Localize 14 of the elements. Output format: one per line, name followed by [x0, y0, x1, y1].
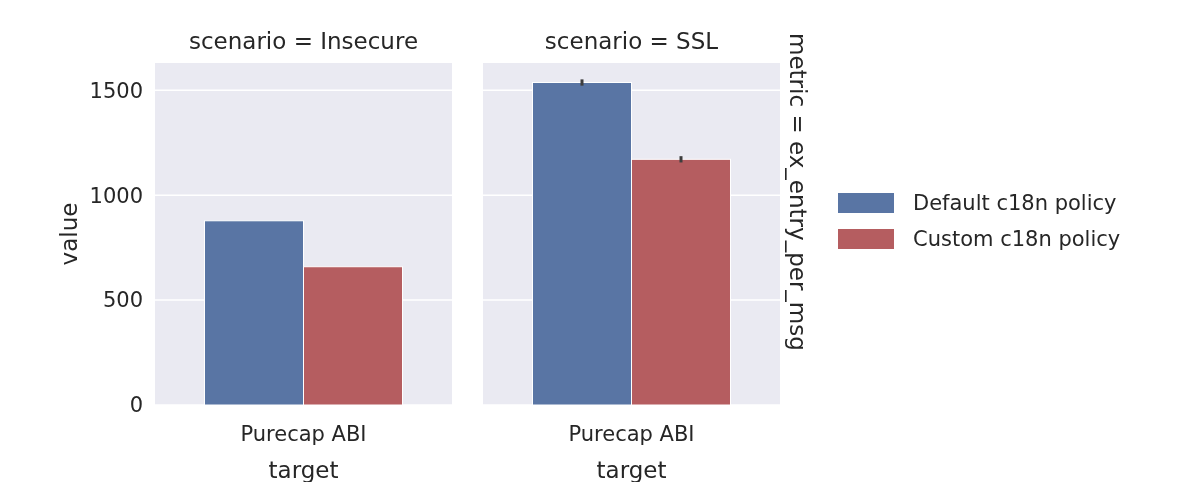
x-axis-title: target: [596, 457, 667, 483]
legend-label: Default c18n policy: [913, 191, 1117, 216]
y-tick-label: 1000: [89, 183, 143, 208]
y-tick-label: 500: [102, 288, 143, 313]
legend-label: Custom c18n policy: [913, 227, 1121, 252]
chart-title: scenario = Insecure: [188, 28, 419, 54]
y-axis-title: value: [56, 202, 82, 266]
chart-title: scenario = SSL: [544, 28, 719, 54]
x-tick-label: Purecap ABI: [240, 422, 367, 446]
y-tick-label: 1500: [89, 78, 143, 103]
x-axis-title: target: [268, 457, 339, 483]
y-tick-label: 0: [129, 393, 143, 418]
text: metric = ex_entry_per_msg: [785, 33, 811, 351]
x-tick-label: Purecap ABI: [568, 422, 695, 446]
